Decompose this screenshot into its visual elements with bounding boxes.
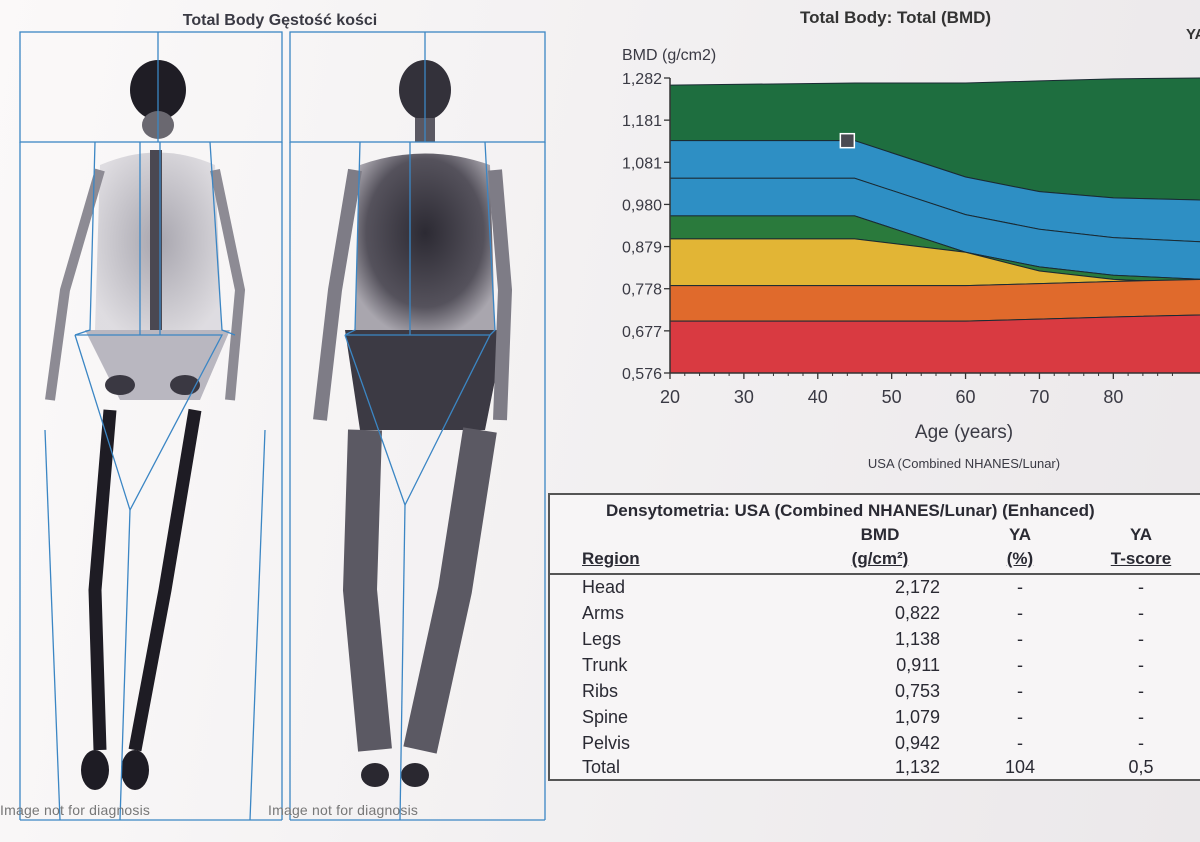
chart-subtitle: USA (Combined NHANES/Lunar) xyxy=(868,456,1060,471)
bmd-cell: 0,911 xyxy=(896,655,940,675)
region-cell: Spine xyxy=(582,707,629,727)
x-tick-label: 60 xyxy=(956,387,976,407)
ya-cell: - xyxy=(1017,603,1023,623)
tscore-cell: - xyxy=(1138,707,1144,727)
table-title: Densytometria: USA (Combined NHANES/Luna… xyxy=(606,501,1095,520)
ya-cell: 104 xyxy=(1004,757,1036,777)
scan-left-disclaimer: Image not for diagnosis xyxy=(0,802,151,818)
header-region: Region xyxy=(582,549,640,568)
y-tick-label: 1,181 xyxy=(622,113,662,130)
tscore-cell: - xyxy=(1138,577,1144,597)
region-cell: Ribs xyxy=(582,681,619,701)
y-tick-label: 0,980 xyxy=(622,197,662,214)
table-row: Total 1,132 104 0,5 xyxy=(550,757,1200,783)
tscore-cell: - xyxy=(1138,681,1144,701)
y-tick-label: 1,282 xyxy=(622,71,662,88)
bmd-cell: 0,942 xyxy=(894,733,940,753)
chart-corner-text: YA xyxy=(1186,26,1200,43)
y-tick-label: 0,576 xyxy=(622,366,662,383)
bmd-cell: 1,132 xyxy=(894,757,940,777)
ya-cell: - xyxy=(1017,629,1023,649)
bmd-cell: 1,079 xyxy=(894,707,940,727)
ya-cell: - xyxy=(1017,707,1023,727)
table-row: Head 2,172 - - xyxy=(550,577,1200,603)
table-row: Trunk 0,911 - - xyxy=(550,655,1200,681)
results-table: Densytometria: USA (Combined NHANES/Luna… xyxy=(548,493,1200,781)
soft-tissue-region-lines xyxy=(289,31,546,821)
bmd-cell: 2,172 xyxy=(894,577,940,597)
tscore-cell: - xyxy=(1138,733,1144,753)
x-tick-label: 50 xyxy=(882,387,902,407)
bmd-cell: 0,822 xyxy=(894,603,940,623)
y-tick-label: 1,081 xyxy=(622,155,662,172)
header-ya-unit: (%) xyxy=(1006,549,1034,568)
table-row: Legs 1,138 - - xyxy=(550,629,1200,655)
region-cell: Trunk xyxy=(582,655,628,675)
chart-ticks: 1,282 1,181 1,081 0,980 0,879 0,778 0,677 0,576… xyxy=(622,71,1173,407)
band-orange xyxy=(669,278,1200,322)
chart-bands xyxy=(669,77,1200,374)
ya-cell: - xyxy=(1017,681,1023,701)
table-row: Arms 0,822 - - xyxy=(550,603,1200,629)
x-tick-label: 20 xyxy=(660,387,680,407)
region-cell: Pelvis xyxy=(582,733,631,753)
ya-cell: - xyxy=(1017,577,1023,597)
scan-title: Total Body Gęstość kości xyxy=(182,12,378,29)
y-tick-label: 0,778 xyxy=(622,282,662,299)
header-ya: YA xyxy=(1008,525,1032,544)
bone-region-lines xyxy=(19,31,283,821)
region-cell: Arms xyxy=(582,603,624,623)
y-tick-label: 0,879 xyxy=(622,240,662,257)
ya-cell: - xyxy=(1017,733,1023,753)
x-tick-label: 30 xyxy=(734,387,754,407)
region-cell: Head xyxy=(582,577,626,597)
region-cell: Legs xyxy=(582,629,622,649)
table-row: Spine 1,079 - - xyxy=(550,707,1200,733)
soft-tissue-image xyxy=(313,60,513,787)
body-scan-images xyxy=(19,31,546,821)
x-tick-label: 80 xyxy=(1103,387,1123,407)
header-bmd: BMD xyxy=(860,525,900,544)
header-bmd-unit: (g/cm²) xyxy=(851,549,909,568)
scan-right-disclaimer: Image not for diagnosis xyxy=(268,802,419,818)
table-row: Pelvis 0,942 - - xyxy=(550,733,1200,759)
patient-marker xyxy=(839,132,856,149)
band-red xyxy=(669,314,1200,374)
header-tscore: T-score xyxy=(1110,549,1172,568)
y-tick-label: 0,677 xyxy=(622,324,662,341)
x-tick-label: 70 xyxy=(1029,387,1049,407)
bmd-cell: 1,138 xyxy=(894,629,940,649)
chart-title: Total Body: Total (BMD) xyxy=(800,8,992,27)
region-cell: Total xyxy=(582,757,621,777)
patient-point xyxy=(839,132,856,149)
bmd-chart: 1,282 1,181 1,081 0,980 0,879 0,778 0,677 0,576… xyxy=(622,47,1200,471)
ya-cell: - xyxy=(1017,655,1023,675)
bmd-cell: 0,753 xyxy=(894,681,940,701)
y-axis-label: BMD (g/cm2) xyxy=(622,47,716,64)
tscore-cell: - xyxy=(1138,655,1144,675)
table-row: Ribs 0,753 - - xyxy=(550,681,1200,707)
table-header: Densytometria: USA (Combined NHANES/Luna… xyxy=(550,495,1200,575)
tscore-cell: 0,5 xyxy=(1128,757,1154,777)
tscore-cell: - xyxy=(1138,629,1144,649)
x-axis-label: Age (years) xyxy=(915,422,1013,443)
header-tscore-top: YA xyxy=(1129,525,1153,544)
bone-density-image xyxy=(45,60,246,790)
tscore-cell: - xyxy=(1138,603,1144,623)
x-tick-label: 40 xyxy=(808,387,828,407)
